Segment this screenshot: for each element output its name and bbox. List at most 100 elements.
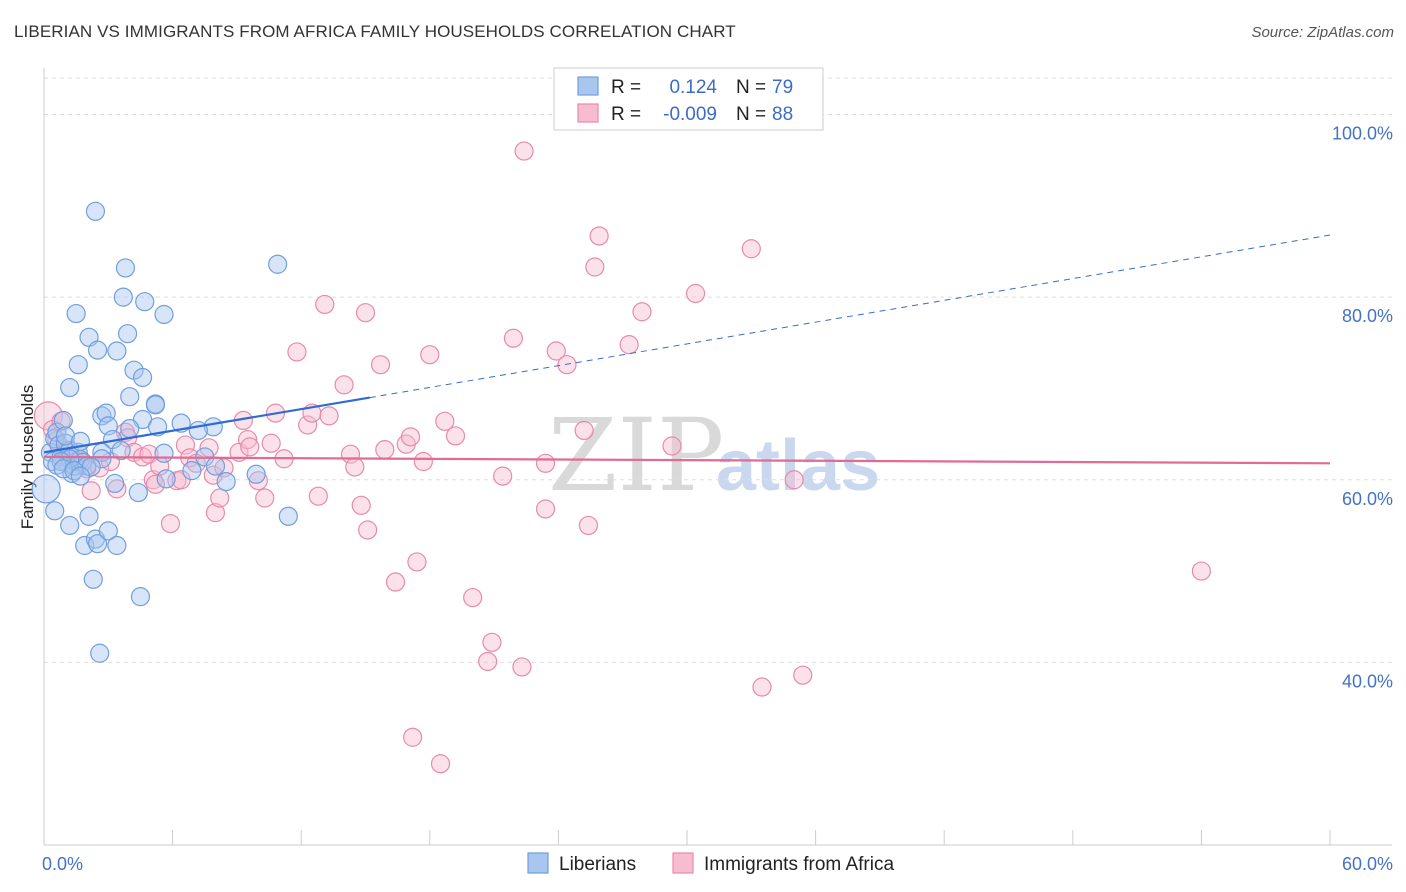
- liberians-point-54: [120, 419, 140, 439]
- liberians-point-60: [111, 440, 131, 461]
- liberians-point-76: [182, 461, 202, 481]
- liberians-point-20: [79, 506, 99, 526]
- immigrants-point-57: [400, 427, 421, 447]
- bottom-legend-swatch-immigrants: [672, 852, 694, 874]
- immigrants-point-51: [355, 303, 376, 323]
- gridlines: [44, 77, 1392, 663]
- immigrants-point-49: [345, 457, 365, 477]
- y-tick-label-80: 80.0%: [1342, 306, 1393, 326]
- axes: [43, 68, 1392, 846]
- immigrants-point-41: [287, 342, 307, 362]
- liberians-point-6: [53, 410, 73, 431]
- y-tick-label-40: 40.0%: [1342, 671, 1393, 691]
- liberians-point-57: [55, 426, 76, 446]
- immigrants-point-77: [578, 515, 599, 536]
- immigrants-point-50: [351, 495, 371, 515]
- liberians-point-72: [246, 464, 266, 484]
- immigrants-point-68: [493, 466, 513, 486]
- liberians-point-26: [107, 535, 127, 556]
- immigrants-point-67: [482, 632, 502, 652]
- correlation-legend: R = 0.124 N = 79 R = -0.009 N = 88: [553, 67, 824, 131]
- immigrants-point-86: [784, 470, 804, 490]
- immigrants-point-35: [240, 437, 260, 457]
- liberians-point-33: [135, 292, 155, 312]
- liberians-point-25: [98, 521, 118, 541]
- liberians-point-40: [68, 355, 88, 375]
- immigrants-point-66: [478, 651, 498, 672]
- immigrants-point-72: [535, 499, 556, 519]
- liberians-point-42: [132, 367, 153, 388]
- liberians-point-69: [205, 456, 226, 476]
- immigrants-point-82: [662, 436, 682, 456]
- liberians-point-43: [60, 377, 80, 398]
- immigrants-point-53: [370, 355, 391, 375]
- liberians-point-71: [216, 471, 236, 492]
- immigrants-point-30: [210, 488, 230, 508]
- y-tick-label-100: 100.0%: [1332, 124, 1393, 144]
- immigrants-trendline: [43, 455, 1331, 465]
- immigrants-point-78: [585, 257, 605, 277]
- immigrants-point-63: [435, 411, 455, 431]
- source-label: Source: ZipAtlas.com: [1251, 24, 1394, 41]
- immigrants-point-60: [403, 727, 423, 747]
- immigrants-point-44: [308, 486, 328, 506]
- immigrants-point-73: [535, 453, 556, 473]
- legend-r-value-1: 0.124: [669, 77, 717, 98]
- immigrants-point-65: [463, 587, 483, 608]
- immigrants-point-55: [385, 572, 406, 592]
- liberians-point-53: [147, 417, 168, 437]
- liberians-trendline: [43, 396, 370, 454]
- liberians-point-35: [66, 303, 86, 324]
- immigrants-point-83: [685, 283, 706, 304]
- immigrants-point-59: [413, 451, 433, 472]
- legend-r-label-1: R =: [611, 77, 641, 98]
- y-axis-label: Family Households: [18, 385, 37, 530]
- liberians-point-37: [117, 324, 138, 344]
- immigrants-point-17: [139, 444, 159, 464]
- legend-n-value-1: 79: [772, 77, 793, 98]
- immigrants-point-87: [793, 665, 813, 685]
- liberians-point-39: [107, 341, 127, 361]
- immigrants-point-45: [315, 294, 335, 315]
- liberians-point-17: [45, 501, 65, 521]
- legend-n-label-2: N =: [736, 104, 766, 125]
- legend-r-label-2: R =: [611, 104, 641, 125]
- legend-box: [553, 67, 824, 131]
- bottom-legend-label-liberians: Liberians: [559, 854, 636, 875]
- liberians-point-28: [128, 482, 148, 503]
- immigrants-point-88: [1191, 561, 1212, 581]
- liberians-point-75: [31, 474, 61, 504]
- x-ticks: [43, 830, 1331, 845]
- immigrants-point-37: [255, 488, 275, 508]
- immigrants-point-80: [619, 335, 639, 355]
- watermark-zip: ZIP: [548, 397, 724, 514]
- immigrants-point-24: [175, 435, 196, 455]
- immigrants-point-54: [375, 440, 395, 460]
- immigrants-point-21: [145, 474, 166, 494]
- immigrants-point-9: [81, 481, 101, 501]
- liberians-point-34: [154, 304, 174, 325]
- immigrants-point-64: [445, 426, 466, 446]
- liberians-point-21: [83, 569, 103, 589]
- liberians-point-46: [145, 395, 166, 415]
- liberians-point-27: [130, 587, 151, 607]
- immigrants-point-29: [205, 503, 226, 523]
- liberians-point-55: [188, 420, 208, 441]
- liberians-trendline-extension: [369, 234, 1331, 399]
- liberians-point-30: [85, 201, 106, 221]
- liberians-point-23: [87, 534, 108, 554]
- immigrants-point-71: [514, 141, 534, 161]
- immigrants-point-79: [589, 226, 609, 246]
- legend-swatch-immigrants: [577, 103, 599, 123]
- immigrants-point-42: [298, 415, 318, 435]
- legend-r-value-2: -0.009: [663, 104, 717, 125]
- legend-n-value-2: 88: [772, 104, 793, 125]
- immigrants-point-74: [546, 341, 566, 361]
- x-tick-label-min: 0.0%: [42, 854, 83, 874]
- liberians-point-24: [90, 643, 110, 663]
- legend-n-label-1: N =: [736, 77, 766, 98]
- liberians-point-32: [113, 287, 133, 307]
- immigrants-point-84: [741, 239, 761, 259]
- immigrants-point-85: [752, 677, 772, 697]
